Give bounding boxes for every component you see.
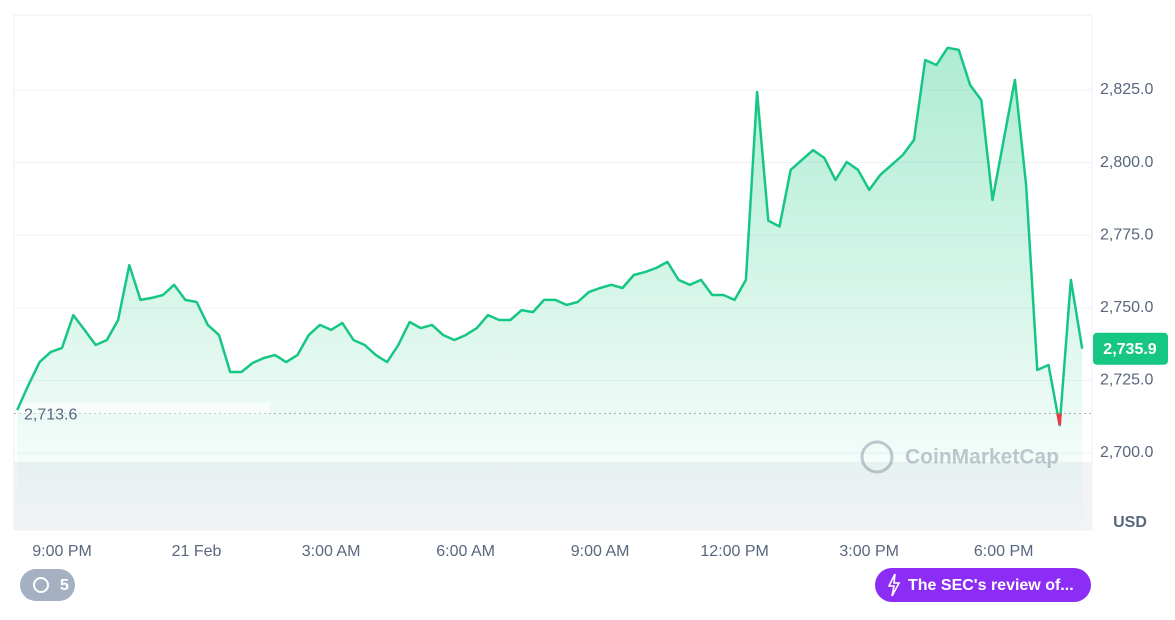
currency-label: USD: [1113, 514, 1147, 531]
news-pill[interactable]: The SEC's review of...: [875, 568, 1091, 602]
x-tick-label: 9:00 AM: [571, 543, 630, 560]
last-price-badge: [1093, 332, 1168, 365]
x-tick-label: 12:00 PM: [700, 543, 768, 560]
y-tick-label: 2,825.0: [1100, 81, 1153, 98]
watermark-text: CoinMarketCap: [905, 446, 1059, 469]
price-line: [16, 46, 1084, 427]
x-tick-label: 9:00 PM: [32, 543, 92, 560]
y-tick-label: 2,775.0: [1100, 226, 1153, 243]
x-tick-label: 3:00 AM: [302, 543, 361, 560]
news-text[interactable]: The SEC's review of...: [908, 577, 1074, 594]
x-tick-label: 21 Feb: [172, 543, 222, 560]
watermark: CoinMarketCap: [860, 440, 1059, 474]
open-price-bg: [18, 402, 270, 414]
y-tick-label: 2,700.0: [1100, 444, 1153, 461]
history-count[interactable]: 5: [60, 577, 69, 594]
x-tick-label: 3:00 PM: [839, 543, 899, 560]
y-tick-label: 2,750.0: [1100, 299, 1153, 316]
x-tick-label: 6:00 PM: [974, 543, 1034, 560]
y-tick-label: 2,800.0: [1100, 154, 1153, 171]
history-badge[interactable]: 5: [20, 569, 75, 601]
last-price-label: 2,735.9: [1103, 341, 1156, 358]
x-tick-label: 6:00 AM: [436, 543, 495, 560]
price-area: [17, 47, 1083, 531]
open-price-label: 2,713.6: [24, 407, 77, 424]
y-tick-label: 2,725.0: [1100, 372, 1153, 389]
